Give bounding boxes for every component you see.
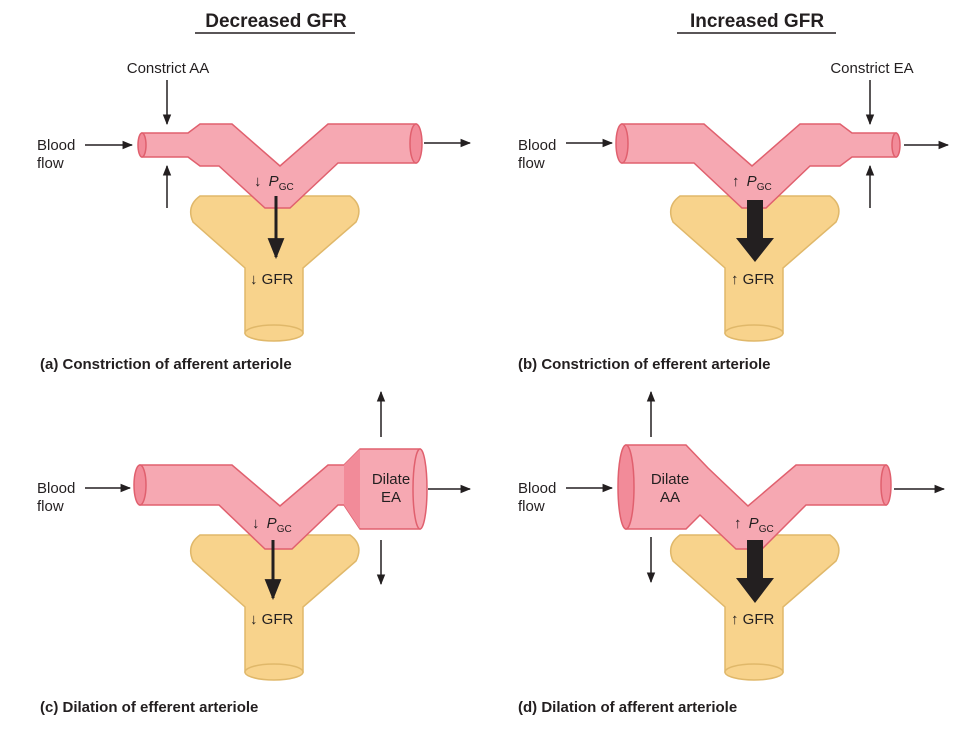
label-constrict-ea: Constrict EA [830, 60, 913, 77]
label-blood: Blood [518, 480, 556, 497]
label-blood: Blood [37, 137, 75, 154]
filtration-arrow-thick [736, 540, 774, 603]
label-dilate: Dilate [372, 471, 410, 488]
bowman-capsule [669, 534, 840, 681]
caption-c: (c) Dilation of efferent arteriole [40, 699, 258, 716]
heading-increased-gfr: Increased GFR [690, 11, 824, 32]
arteriole [617, 444, 892, 550]
label-pgc: ↑ PGC [734, 515, 774, 535]
label-pgc: ↓ PGC [252, 515, 292, 535]
caption-a: (a) Constriction of afferent arteriole [40, 356, 292, 373]
pgc-direction: ↑ [734, 515, 742, 532]
caption-b: (b) Constriction of efferent arteriole [518, 356, 771, 373]
pgc-direction: ↓ [252, 515, 260, 532]
heading-decreased-gfr: Decreased GFR [205, 11, 347, 32]
label-dilate: Dilate [651, 471, 689, 488]
label-flow: flow [518, 498, 545, 515]
panel-d: Dilate AA Blood flow ↑ PGC ↑ GFR (d) Dil… [518, 390, 946, 716]
label-gfr: ↑ GFR [731, 611, 774, 628]
caption-d: (d) Dilation of afferent arteriole [518, 699, 737, 716]
label-gfr: ↑ GFR [731, 271, 774, 288]
label-aa: AA [660, 489, 680, 506]
arteriole [137, 123, 423, 209]
bowman-capsule [189, 195, 360, 342]
filtration-arrow-thick [736, 200, 774, 262]
arteriole [615, 123, 901, 209]
panel-c: Dilate EA Blood flow ↓ PGC ↓ GFR (c) Dil… [37, 390, 472, 716]
panel-a: Constrict AA Blood flow ↓ PGC ↓ GFR (a) … [37, 60, 472, 373]
label-pgc: ↓ PGC [254, 173, 294, 193]
label-gfr: ↓ GFR [250, 611, 293, 628]
pgc-direction: ↑ [732, 173, 740, 190]
pgc-direction: ↓ [254, 173, 262, 190]
panel-b: Constrict EA Blood flow ↑ PGC ↑ GFR (b) … [518, 60, 950, 373]
label-flow: flow [37, 155, 64, 172]
label-ea: EA [381, 489, 401, 506]
label-flow: flow [37, 498, 64, 515]
label-constrict-aa: Constrict AA [127, 60, 210, 77]
label-blood: Blood [37, 480, 75, 497]
label-flow: flow [518, 155, 545, 172]
label-gfr: ↓ GFR [250, 271, 293, 288]
label-blood: Blood [518, 137, 556, 154]
bowman-capsule [669, 195, 840, 342]
bowman-capsule [189, 534, 360, 681]
arteriole [133, 448, 428, 550]
label-pgc: ↑ PGC [732, 173, 772, 193]
